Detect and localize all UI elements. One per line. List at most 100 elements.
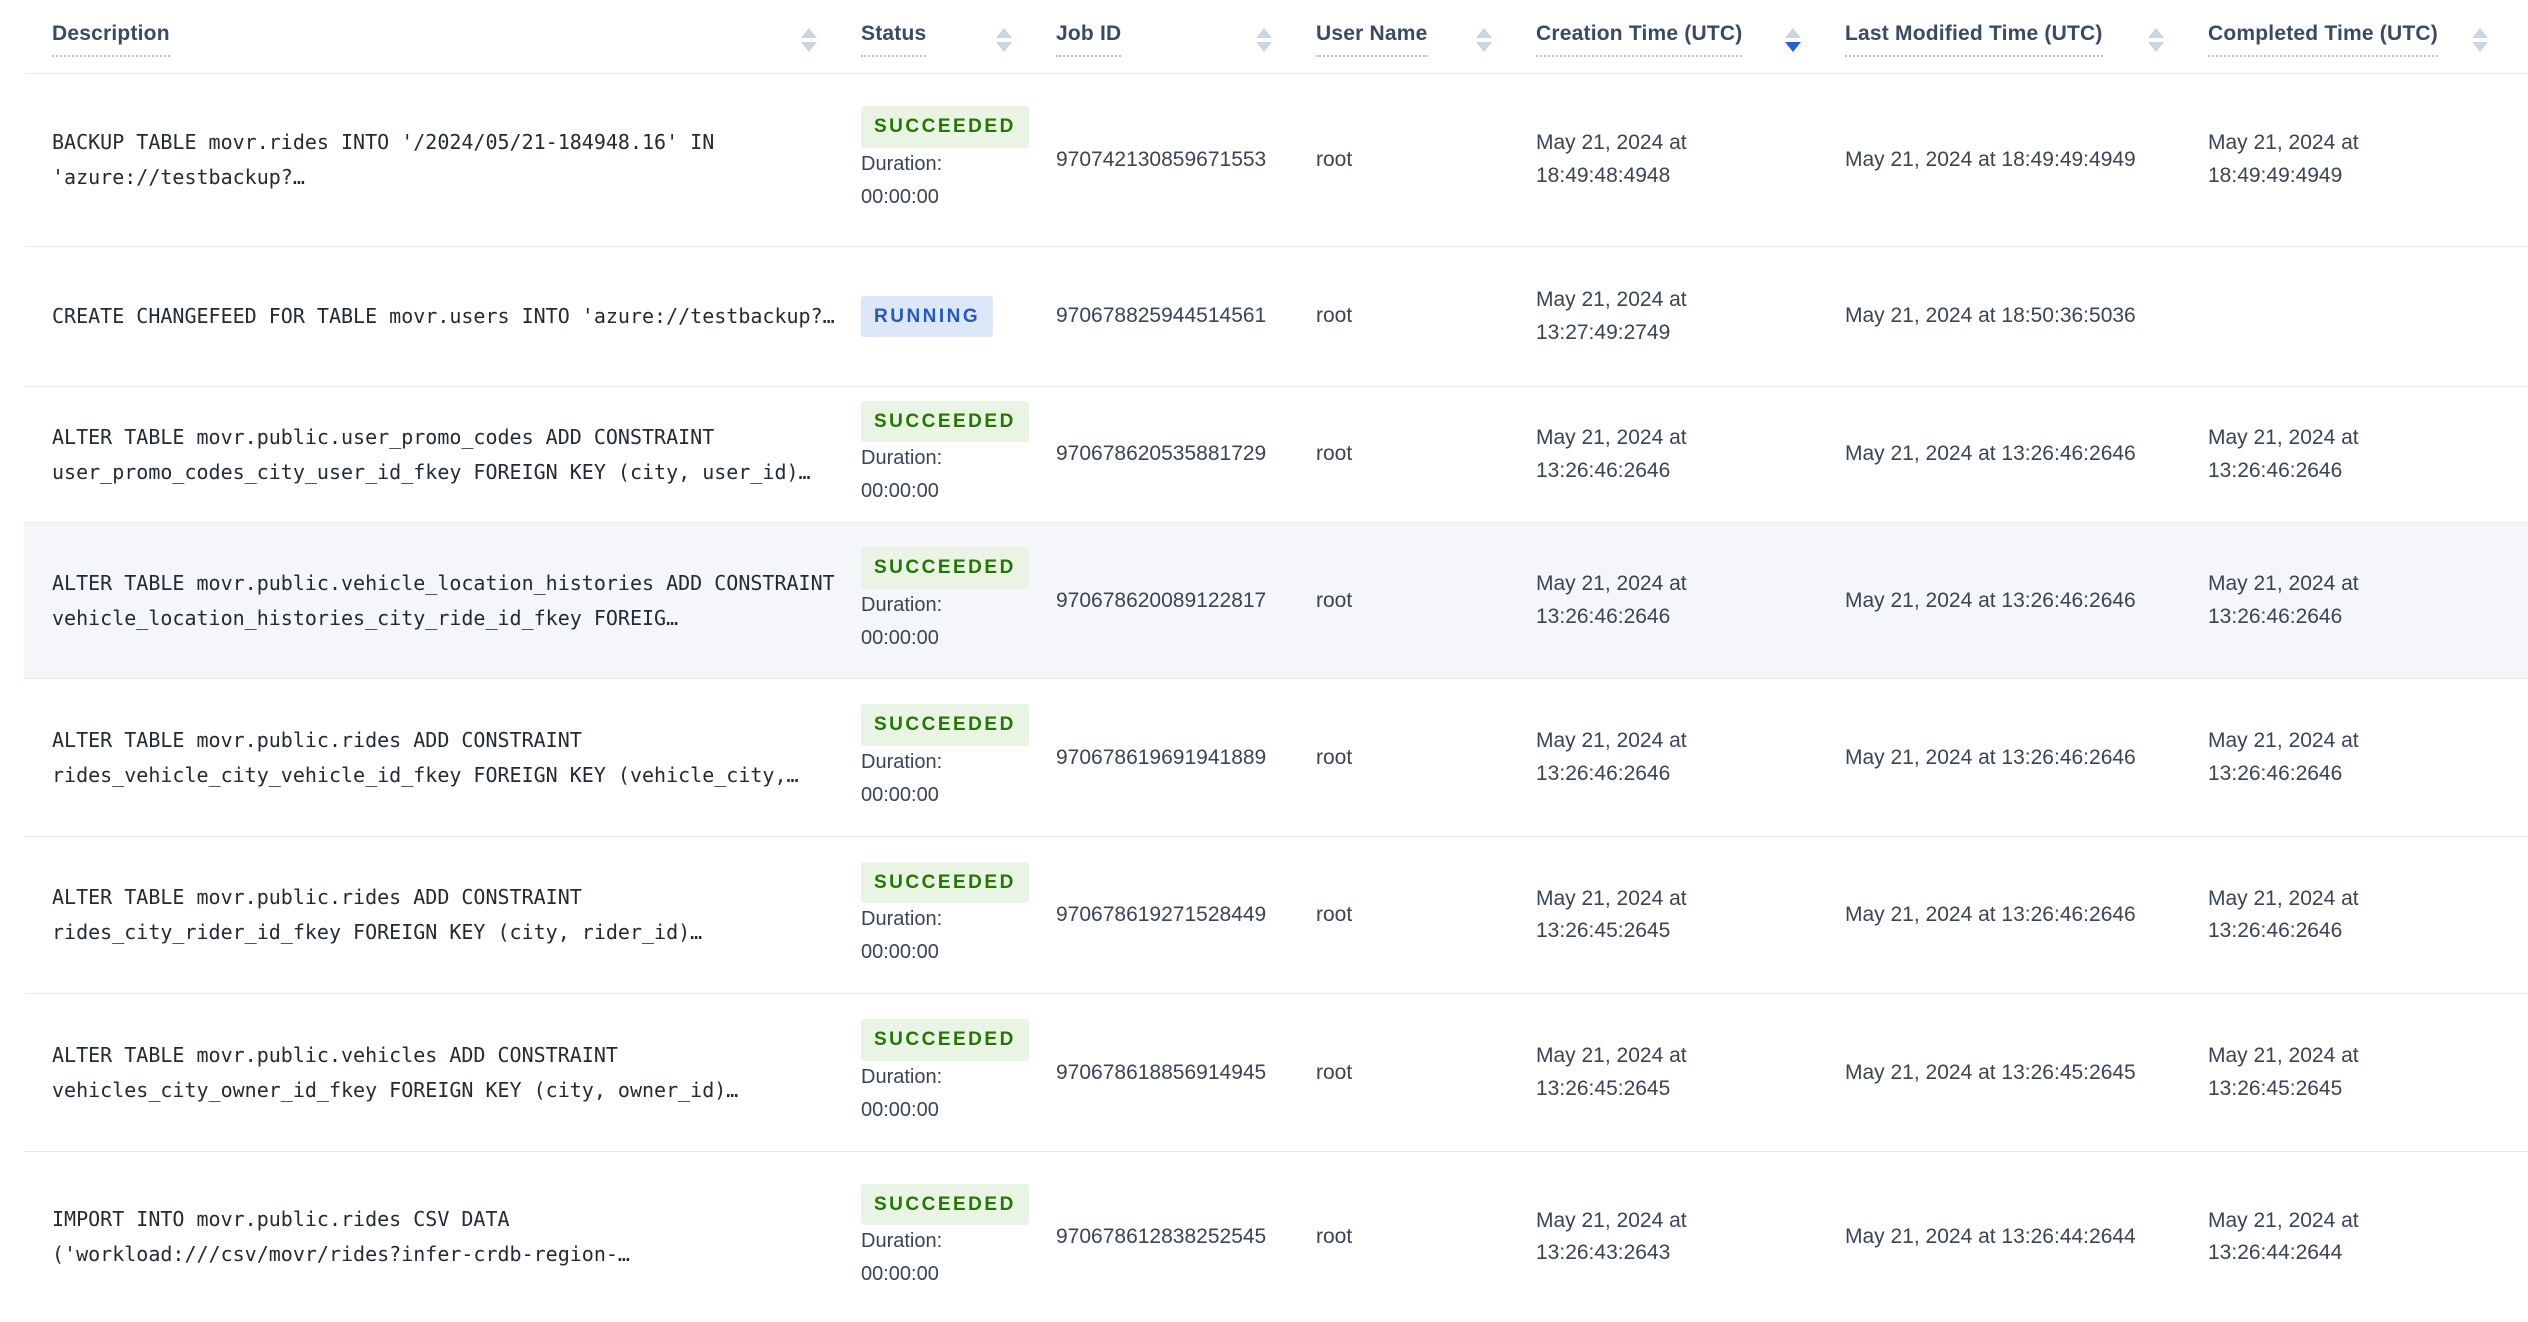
completed-time-cell: May 21, 2024 at 13:26:46:2646: [2204, 408, 2528, 501]
completed-time-cell: [2204, 286, 2528, 347]
job-description-link[interactable]: ALTER TABLE movr.public.rides ADD CONSTR…: [52, 885, 703, 945]
column-header-last-modified-time[interactable]: Last Modified Time (UTC): [1841, 22, 2204, 57]
column-header-status[interactable]: Status: [857, 22, 1052, 57]
job-id-cell: 970678619271528449: [1052, 885, 1312, 946]
duration-label: Duration:: [861, 1065, 943, 1088]
job-id-cell: 970678619691941889: [1052, 728, 1312, 789]
job-id-cell: 970678612838252545: [1052, 1207, 1312, 1268]
status-badge: SUCCEEDED: [861, 401, 1029, 443]
completed-time-value: May 21, 2024 at 18:49:49:4949: [2208, 131, 2359, 187]
creation-time-cell: May 21, 2024 at 13:26:46:2646: [1532, 408, 1841, 501]
sort-arrows[interactable]: [1476, 27, 1492, 52]
duration: Duration: 00:00:00: [861, 589, 1032, 655]
job-id-value: 970678612838252545: [1056, 1225, 1267, 1249]
job-id-value: 970678619691941889: [1056, 745, 1267, 769]
last-modified-time-value: May 21, 2024 at 13:26:45:2645: [1845, 1060, 2136, 1084]
job-id-cell: 970742130859671553: [1052, 130, 1312, 191]
job-description-link[interactable]: ALTER TABLE movr.public.rides ADD CONSTR…: [52, 727, 799, 787]
sort-desc-icon: [1785, 41, 1801, 52]
table-row[interactable]: ALTER TABLE movr.public.rides ADD CONSTR…: [24, 837, 2528, 995]
job-status-cell: SUCCEEDED Duration: 00:00:00: [857, 848, 1052, 983]
sort-arrows[interactable]: [2148, 27, 2164, 52]
completed-time-cell: May 21, 2024 at 18:49:49:4949: [2204, 113, 2528, 206]
sort-arrows[interactable]: [1785, 27, 1801, 52]
job-description-link[interactable]: ALTER TABLE movr.public.user_promo_codes…: [52, 424, 811, 484]
creation-time-cell: May 21, 2024 at 13:26:46:2646: [1532, 711, 1841, 804]
user-name-cell: root: [1312, 424, 1532, 485]
duration: Duration: 00:00:00: [861, 1225, 1032, 1291]
table-row[interactable]: ALTER TABLE movr.public.vehicle_location…: [24, 523, 2528, 680]
job-status-cell: SUCCEEDED Duration: 00:00:00: [857, 1170, 1052, 1305]
job-description-cell: CREATE CHANGEFEED FOR TABLE movr.users I…: [24, 285, 857, 348]
user-name-value: root: [1316, 903, 1353, 927]
table-row[interactable]: ALTER TABLE movr.public.rides ADD CONSTR…: [24, 679, 2528, 838]
job-description-cell: ALTER TABLE movr.public.rides ADD CONSTR…: [24, 866, 857, 964]
user-name-cell: root: [1312, 1207, 1532, 1268]
column-header-description[interactable]: Description: [24, 22, 857, 57]
job-status-cell: SUCCEEDED Duration: 00:00:00: [857, 533, 1052, 668]
status-badge: SUCCEEDED: [861, 1183, 1029, 1226]
column-header-completed-time[interactable]: Completed Time (UTC): [2204, 22, 2528, 57]
user-name-cell: root: [1312, 571, 1532, 632]
jobs-table-body: BACKUP TABLE movr.rides INTO '/2024/05/2…: [24, 74, 2528, 1322]
last-modified-time-value: May 21, 2024 at 13:26:46:2646: [1845, 903, 2136, 927]
completed-time-value: May 21, 2024 at 13:26:46:2646: [2208, 886, 2359, 943]
sort-arrows[interactable]: [2472, 27, 2488, 52]
job-description-link[interactable]: ALTER TABLE movr.public.vehicles ADD CON…: [52, 1042, 739, 1102]
last-modified-time-value: May 21, 2024 at 13:26:46:2646: [1845, 588, 2136, 612]
creation-time-value: May 21, 2024 at 13:26:46:2646: [1536, 426, 1687, 482]
creation-time-cell: May 21, 2024 at 18:49:48:4948: [1532, 113, 1841, 206]
last-modified-time-cell: May 21, 2024 at 13:26:46:2646: [1841, 728, 2204, 789]
job-description-link[interactable]: ALTER TABLE movr.public.vehicle_location…: [52, 570, 835, 630]
sort-arrows[interactable]: [1256, 27, 1272, 52]
job-id-cell: 970678620089122817: [1052, 571, 1312, 632]
sort-arrows[interactable]: [996, 27, 1012, 52]
jobs-table: Description Status Job ID User Name: [24, 0, 2528, 1322]
creation-time-value: May 21, 2024 at 18:49:48:4948: [1536, 131, 1687, 187]
completed-time-cell: May 21, 2024 at 13:26:45:2645: [2204, 1026, 2528, 1119]
job-description-link[interactable]: BACKUP TABLE movr.rides INTO '/2024/05/2…: [52, 130, 715, 189]
column-header-label: Creation Time (UTC): [1536, 22, 1743, 57]
sort-desc-icon: [1256, 41, 1272, 52]
column-header-label: Completed Time (UTC): [2208, 22, 2438, 57]
column-header-label: Last Modified Time (UTC): [1845, 22, 2103, 57]
last-modified-time-value: May 21, 2024 at 18:49:49:4949: [1845, 147, 2136, 171]
creation-time-cell: May 21, 2024 at 13:26:45:2645: [1532, 869, 1841, 962]
completed-time-value: May 21, 2024 at 13:26:45:2645: [2208, 1044, 2359, 1100]
table-row[interactable]: IMPORT INTO movr.public.rides CSV DATA (…: [24, 1152, 2528, 1322]
completed-time-cell: May 21, 2024 at 13:26:46:2646: [2204, 869, 2528, 962]
last-modified-time-value: May 21, 2024 at 13:26:46:2646: [1845, 745, 2136, 769]
completed-time-value: May 21, 2024 at 13:26:46:2646: [2208, 426, 2359, 482]
job-description-link[interactable]: CREATE CHANGEFEED FOR TABLE movr.users I…: [52, 304, 835, 328]
completed-time-value: May 21, 2024 at 13:26:44:2644: [2208, 1208, 2359, 1265]
last-modified-time-cell: May 21, 2024 at 18:49:49:4949: [1841, 130, 2204, 191]
table-row[interactable]: ALTER TABLE movr.public.user_promo_codes…: [24, 387, 2528, 524]
column-header-job-id[interactable]: Job ID: [1052, 22, 1312, 57]
status-badge: SUCCEEDED: [861, 547, 1029, 589]
duration-label: Duration:: [861, 908, 943, 931]
job-status-cell: SUCCEEDED Duration: 00:00:00: [857, 387, 1052, 522]
job-description-cell: BACKUP TABLE movr.rides INTO '/2024/05/2…: [24, 111, 857, 209]
last-modified-time-value: May 21, 2024 at 13:26:46:2646: [1845, 442, 2136, 466]
jobs-table-header: Description Status Job ID User Name: [24, 0, 2528, 74]
last-modified-time-cell: May 21, 2024 at 13:26:44:2644: [1841, 1207, 2204, 1268]
job-description-cell: ALTER TABLE movr.public.rides ADD CONSTR…: [24, 709, 857, 807]
last-modified-time-cell: May 21, 2024 at 13:26:46:2646: [1841, 571, 2204, 632]
table-row[interactable]: ALTER TABLE movr.public.vehicles ADD CON…: [24, 994, 2528, 1153]
last-modified-time-cell: May 21, 2024 at 13:26:46:2646: [1841, 885, 2204, 946]
duration-label: Duration:: [861, 593, 943, 616]
column-header-user-name[interactable]: User Name: [1312, 22, 1532, 57]
creation-time-cell: May 21, 2024 at 13:27:49:2749: [1532, 270, 1841, 363]
table-row[interactable]: CREATE CHANGEFEED FOR TABLE movr.users I…: [24, 247, 2528, 387]
sort-arrows[interactable]: [801, 27, 817, 52]
job-description-link[interactable]: IMPORT INTO movr.public.rides CSV DATA (…: [52, 1207, 630, 1267]
sort-asc-icon: [1476, 27, 1492, 38]
table-row[interactable]: BACKUP TABLE movr.rides INTO '/2024/05/2…: [24, 74, 2528, 247]
sort-asc-icon: [801, 27, 817, 38]
job-description-cell: ALTER TABLE movr.public.vehicle_location…: [24, 552, 857, 650]
column-header-creation-time[interactable]: Creation Time (UTC): [1532, 22, 1841, 57]
sort-asc-icon: [996, 27, 1012, 38]
duration-value: 00:00:00: [861, 626, 939, 649]
job-status-cell: RUNNING: [857, 282, 1052, 351]
user-name-value: root: [1316, 147, 1353, 171]
